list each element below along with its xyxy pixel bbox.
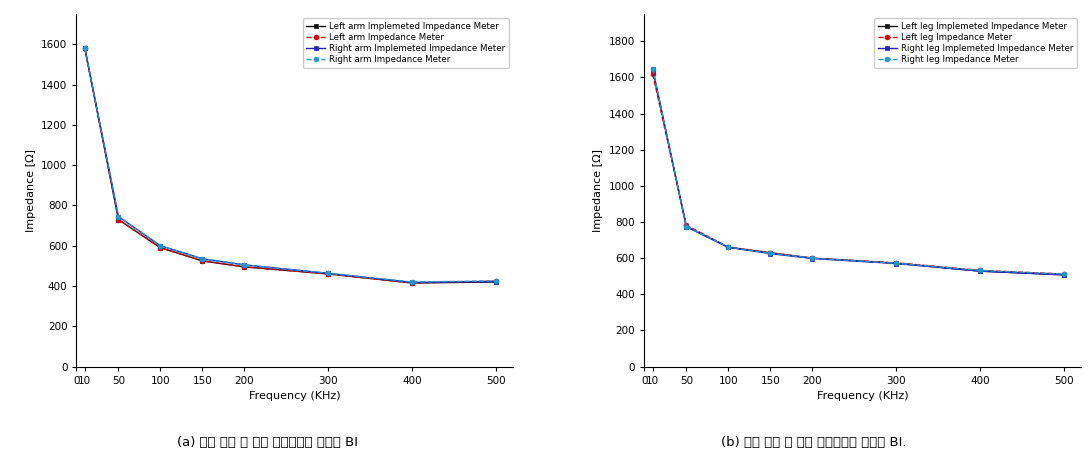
Line: Left leg Implemeted Impedance Meter: Left leg Implemeted Impedance Meter bbox=[650, 68, 1067, 277]
Left leg Implemeted Impedance Meter bbox=[1058, 272, 1071, 278]
Right leg Implemeted Impedance Meter bbox=[974, 268, 987, 274]
Left arm Impedance Meter bbox=[490, 278, 503, 284]
Right arm Impedance Meter bbox=[154, 243, 167, 249]
Left leg Impedance Meter bbox=[974, 267, 987, 273]
Legend: Left arm Implemeted Impedance Meter, Left arm Impedance Meter, Right arm Impleme: Left arm Implemeted Impedance Meter, Lef… bbox=[302, 18, 509, 68]
Left arm Implemeted Impedance Meter bbox=[490, 279, 503, 285]
Right arm Implemeted Impedance Meter bbox=[154, 243, 167, 249]
Right leg Impedance Meter bbox=[763, 251, 776, 256]
Left arm Impedance Meter bbox=[322, 271, 335, 277]
Right arm Implemeted Impedance Meter bbox=[79, 46, 92, 51]
Left arm Impedance Meter bbox=[406, 280, 419, 286]
Line: Right arm Implemeted Impedance Meter: Right arm Implemeted Impedance Meter bbox=[82, 46, 499, 285]
Right leg Implemeted Impedance Meter bbox=[679, 224, 692, 229]
Legend: Left leg Implemeted Impedance Meter, Left leg Impedance Meter, Right leg Impleme: Left leg Implemeted Impedance Meter, Lef… bbox=[875, 18, 1077, 68]
Text: (a) 인체 좌측 및 우측 전완부에서 측정한 BI: (a) 인체 좌측 및 우측 전완부에서 측정한 BI bbox=[177, 437, 358, 449]
Right arm Implemeted Impedance Meter bbox=[490, 279, 503, 284]
Right arm Implemeted Impedance Meter bbox=[322, 271, 335, 276]
Line: Right arm Impedance Meter: Right arm Impedance Meter bbox=[82, 46, 499, 284]
Right leg Implemeted Impedance Meter bbox=[646, 66, 660, 71]
Left arm Impedance Meter bbox=[238, 264, 251, 270]
Right arm Impedance Meter bbox=[238, 262, 251, 268]
Right leg Implemeted Impedance Meter bbox=[806, 256, 819, 261]
Right leg Impedance Meter bbox=[646, 66, 660, 71]
Right leg Implemeted Impedance Meter bbox=[722, 244, 735, 250]
Left leg Implemeted Impedance Meter bbox=[806, 255, 819, 261]
Right arm Impedance Meter bbox=[79, 46, 92, 51]
X-axis label: Frequency (KHz): Frequency (KHz) bbox=[249, 391, 341, 401]
Right leg Implemeted Impedance Meter bbox=[890, 261, 903, 266]
Left arm Implemeted Impedance Meter bbox=[111, 217, 124, 222]
Left arm Implemeted Impedance Meter bbox=[79, 46, 92, 51]
Right leg Impedance Meter bbox=[722, 244, 735, 250]
Line: Left arm Impedance Meter: Left arm Impedance Meter bbox=[82, 46, 499, 285]
Line: Right leg Implemeted Impedance Meter: Right leg Implemeted Impedance Meter bbox=[650, 66, 1067, 277]
Left leg Implemeted Impedance Meter bbox=[763, 250, 776, 256]
Right arm Impedance Meter bbox=[406, 279, 419, 285]
Right arm Impedance Meter bbox=[111, 214, 124, 219]
Right leg Impedance Meter bbox=[1058, 271, 1071, 277]
Right leg Impedance Meter bbox=[890, 260, 903, 266]
Right arm Implemeted Impedance Meter bbox=[238, 262, 251, 268]
Left leg Implemeted Impedance Meter bbox=[722, 244, 735, 250]
Left leg Implemeted Impedance Meter bbox=[679, 224, 692, 229]
Left arm Implemeted Impedance Meter bbox=[406, 280, 419, 286]
Left leg Impedance Meter bbox=[1058, 271, 1071, 277]
Right leg Implemeted Impedance Meter bbox=[763, 251, 776, 257]
Right leg Impedance Meter bbox=[679, 224, 692, 229]
Left leg Implemeted Impedance Meter bbox=[646, 67, 660, 73]
Right leg Implemeted Impedance Meter bbox=[1058, 272, 1071, 278]
Left leg Impedance Meter bbox=[722, 244, 735, 250]
Left leg Impedance Meter bbox=[806, 255, 819, 261]
Right leg Impedance Meter bbox=[806, 255, 819, 261]
Left arm Implemeted Impedance Meter bbox=[154, 245, 167, 251]
Left leg Impedance Meter bbox=[890, 260, 903, 266]
Left arm Impedance Meter bbox=[79, 46, 92, 51]
Right arm Implemeted Impedance Meter bbox=[111, 214, 124, 219]
Left arm Implemeted Impedance Meter bbox=[322, 271, 335, 277]
X-axis label: Frequency (KHz): Frequency (KHz) bbox=[817, 391, 909, 401]
Y-axis label: Impedance [Ω]: Impedance [Ω] bbox=[593, 149, 604, 232]
Left leg Implemeted Impedance Meter bbox=[974, 268, 987, 274]
Line: Left leg Impedance Meter: Left leg Impedance Meter bbox=[650, 71, 1067, 276]
Right arm Implemeted Impedance Meter bbox=[406, 280, 419, 285]
Line: Right leg Impedance Meter: Right leg Impedance Meter bbox=[650, 66, 1067, 276]
Left arm Impedance Meter bbox=[195, 258, 209, 264]
Left leg Impedance Meter bbox=[763, 250, 776, 256]
Left leg Implemeted Impedance Meter bbox=[890, 260, 903, 266]
Right leg Impedance Meter bbox=[974, 267, 987, 273]
Right arm Implemeted Impedance Meter bbox=[195, 256, 209, 262]
Line: Left arm Implemeted Impedance Meter: Left arm Implemeted Impedance Meter bbox=[82, 46, 499, 285]
Left arm Impedance Meter bbox=[111, 217, 124, 222]
Text: (b) 인체 좌측 및 우측 슬와부에서 측정한 BI.: (b) 인체 좌측 및 우측 슬와부에서 측정한 BI. bbox=[721, 437, 906, 449]
Right arm Impedance Meter bbox=[322, 271, 335, 276]
Left arm Implemeted Impedance Meter bbox=[195, 258, 209, 264]
Left leg Impedance Meter bbox=[646, 71, 660, 77]
Left leg Impedance Meter bbox=[679, 222, 692, 228]
Left arm Implemeted Impedance Meter bbox=[238, 264, 251, 270]
Right arm Impedance Meter bbox=[195, 256, 209, 262]
Y-axis label: Impedance [Ω]: Impedance [Ω] bbox=[25, 149, 36, 232]
Right arm Impedance Meter bbox=[490, 278, 503, 283]
Left arm Impedance Meter bbox=[154, 245, 167, 251]
